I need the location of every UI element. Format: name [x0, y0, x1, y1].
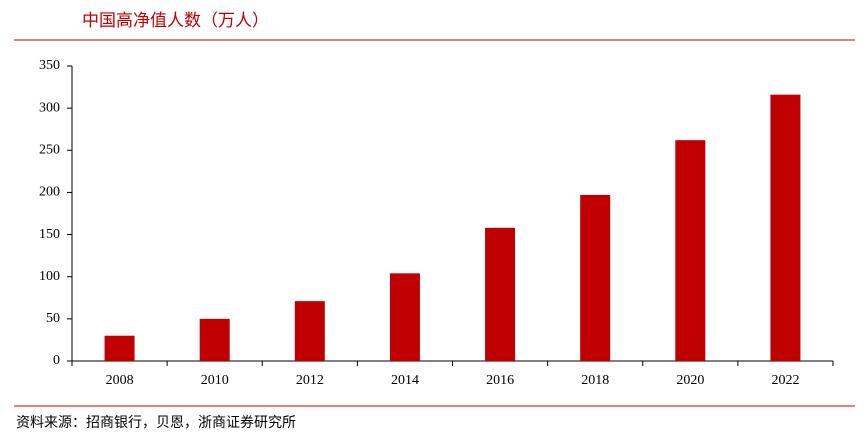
x-tick-label: 2016 [486, 373, 514, 388]
y-tick-label: 50 [46, 311, 60, 326]
bar [770, 94, 801, 362]
x-tick-label: 2018 [581, 373, 609, 388]
bar [580, 194, 611, 361]
y-tick-label: 300 [39, 100, 60, 115]
x-tick-label: 2008 [106, 373, 134, 388]
x-tick-label: 2010 [201, 373, 229, 388]
x-tick-label: 2014 [391, 373, 419, 388]
y-tick-label: 200 [39, 185, 60, 200]
x-tick-label: 2020 [676, 373, 704, 388]
bar [199, 318, 230, 361]
y-tick-label: 0 [53, 353, 60, 368]
bar [675, 140, 706, 361]
x-tick-label: 2012 [296, 373, 324, 388]
bar [104, 335, 135, 361]
y-tick-label: 250 [39, 143, 60, 158]
bar [389, 273, 420, 361]
source-note: 资料来源：招商银行，贝恩，浙商证券研究所 [16, 415, 296, 431]
y-tick-label: 150 [39, 227, 60, 242]
x-tick-label: 2022 [771, 373, 799, 388]
y-tick-label: 100 [39, 269, 60, 284]
bar [294, 301, 325, 361]
bar [485, 227, 516, 361]
y-tick-label: 350 [39, 58, 60, 73]
chart-title: 中国高净值人数（万人） [82, 11, 269, 30]
